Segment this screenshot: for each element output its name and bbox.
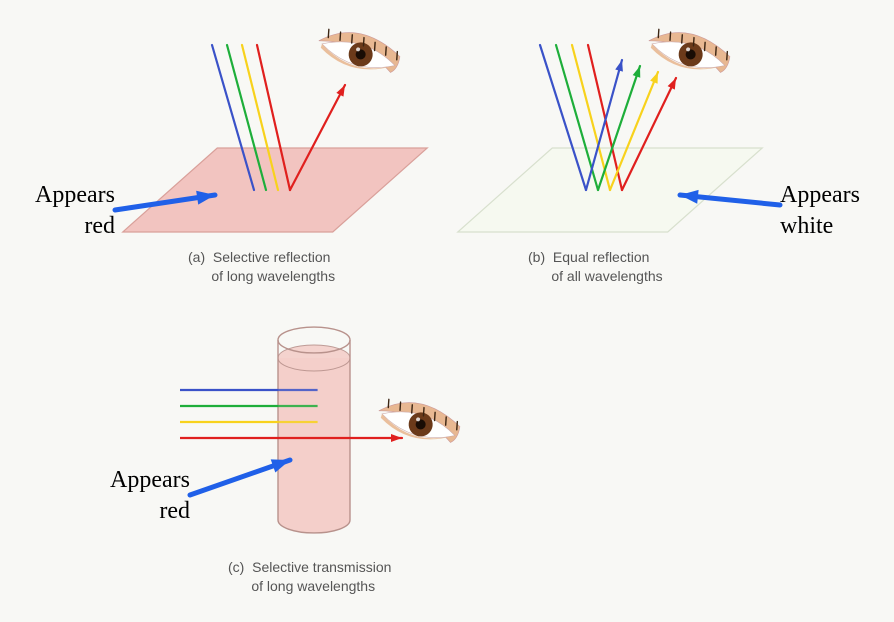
cap-line: of long wavelengths [211,268,335,284]
caption-b: (b) Equal reflection of all wavelengths [528,248,663,286]
cap-line: Selective transmission [252,559,391,575]
cap-line: of long wavelengths [251,578,375,594]
caption-a: (a) Selective reflection of long wavelen… [188,248,335,286]
annotation-left-top: Appears red [10,180,115,242]
cap-line: Equal reflection [553,249,650,265]
annot-text: red [159,498,190,524]
annot-text: Appears [780,182,860,208]
cap-tag: (c) [228,559,244,575]
cap-tag: (b) [528,249,545,265]
annot-text: red [84,213,115,239]
annot-text: Appears [110,467,190,493]
annot-text: Appears [35,182,115,208]
cap-tag: (a) [188,249,205,265]
annotation-left-bottom: Appears red [85,465,190,527]
annotation-right-top: Appears white [780,180,860,242]
caption-c: (c) Selective transmission of long wavel… [228,558,391,596]
cap-line: Selective reflection [213,249,331,265]
diagram-canvas [0,0,894,622]
cap-line: of all wavelengths [551,268,662,284]
annot-text: white [780,213,833,239]
